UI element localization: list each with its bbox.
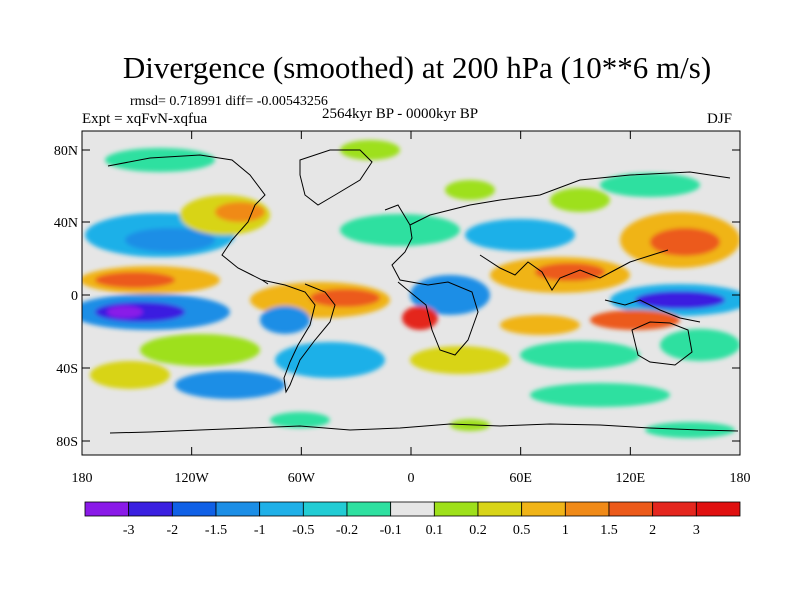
colorbar-swatch <box>346 501 392 517</box>
colorbar-swatch <box>695 501 741 517</box>
colorbar-label: -1.5 <box>205 523 227 538</box>
coastlines <box>107 149 739 434</box>
lat-label: 0 <box>71 289 78 304</box>
map-plot-area <box>82 131 740 455</box>
lon-label: 180 <box>72 471 93 486</box>
colorbar-label: 0.2 <box>469 523 487 538</box>
latitude-axis: 80N 40N 0 40S 80S <box>54 144 740 450</box>
colorbar-label: 0.5 <box>513 523 531 538</box>
lat-label: 40S <box>56 362 78 377</box>
colorbar-swatch <box>652 501 697 517</box>
colorbar-swatch <box>433 501 479 517</box>
colorbar-label: -1 <box>254 523 266 538</box>
colorbar-swatch <box>215 501 261 517</box>
divergence-field <box>82 140 740 438</box>
colorbar-label: 3 <box>693 523 700 538</box>
colorbar-swatch <box>521 501 566 517</box>
colorbar-swatch <box>477 501 523 517</box>
colorbar-swatch <box>171 501 217 517</box>
colorbar-swatch <box>564 501 610 517</box>
colorbar-label: -0.5 <box>292 523 314 538</box>
lat-label: 80N <box>54 144 78 159</box>
colorbar: -3 -2 -1.5 -1 -0.5 -0.2 -0.1 0.1 0.2 0.5 1 1.5 2 3 <box>84 501 741 538</box>
colorbar-label: 1.5 <box>600 523 618 538</box>
stats-line: rmsd= 0.718991 diff= -0.00543256 <box>130 94 328 109</box>
lon-label: 60E <box>509 471 532 486</box>
colorbar-swatch <box>390 501 435 517</box>
colorbar-label: -2 <box>166 523 178 538</box>
colorbar-label: 0.1 <box>426 523 444 538</box>
lon-label: 120E <box>616 471 646 486</box>
colorbar-swatch <box>128 501 173 517</box>
colorbar-label: -0.1 <box>380 523 402 538</box>
lon-label: 180 <box>730 471 751 486</box>
map-title: Divergence (smoothed) at 200 hPa (10**6 … <box>122 50 712 85</box>
lat-label: 40N <box>54 216 78 231</box>
lon-label: 120W <box>175 471 210 486</box>
period-label: 2564kyr BP - 0000kyr BP <box>322 106 479 122</box>
lat-label: 80S <box>56 435 78 450</box>
colorbar-swatch <box>84 501 130 517</box>
colorbar-swatch <box>608 501 654 517</box>
experiment-label: Expt = xqFvN-xqfua <box>82 111 208 127</box>
season-label: DJF <box>707 111 733 127</box>
colorbar-label: -3 <box>123 523 135 538</box>
longitude-axis: 180 120W 60W 0 60E 120E 180 <box>72 131 751 486</box>
lon-label: 60W <box>288 471 316 486</box>
colorbar-label: 1 <box>562 523 569 538</box>
lon-label: 0 <box>408 471 415 486</box>
colorbar-label: -0.2 <box>336 523 358 538</box>
colorbar-label: 2 <box>649 523 656 538</box>
colorbar-swatch <box>302 501 348 517</box>
colorbar-swatch <box>259 501 304 517</box>
